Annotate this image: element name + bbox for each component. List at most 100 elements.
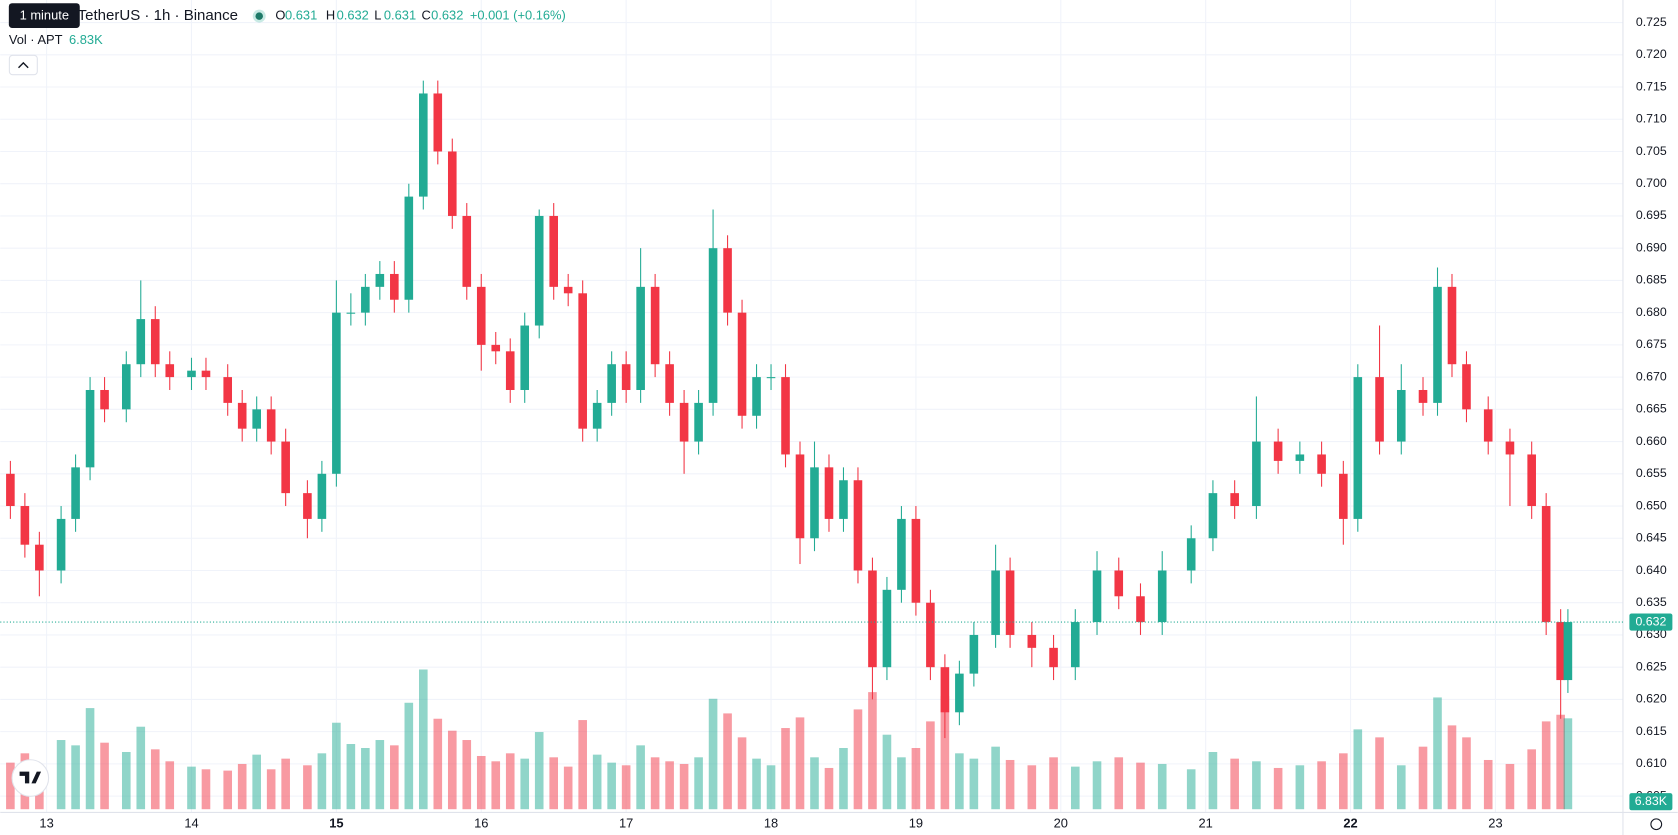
logo[interactable]	[11, 759, 50, 797]
volume-bar	[332, 722, 341, 810]
candle-body	[1005, 570, 1015, 635]
volume-bar	[433, 718, 443, 810]
candle-body	[940, 667, 950, 713]
candle-body	[1273, 441, 1283, 461]
candle-body	[303, 493, 312, 519]
volume-bar	[136, 726, 146, 810]
volume-bar	[955, 753, 964, 810]
candle-body	[1447, 286, 1457, 365]
volume-bar	[6, 762, 15, 810]
status-dot	[255, 12, 263, 20]
volume-bar	[839, 748, 848, 810]
candle-body	[1396, 389, 1406, 442]
volume-bar	[578, 720, 587, 810]
volume-bar	[1505, 763, 1515, 810]
x-tick-label: 16	[474, 816, 488, 831]
collapse-button[interactable]	[8, 54, 38, 76]
y-tick-label: 0.670	[1636, 369, 1667, 383]
candle-body	[839, 480, 848, 519]
candle-body	[100, 389, 109, 410]
volume-bar	[505, 753, 515, 810]
volume-bar	[165, 761, 175, 810]
candle-body	[1070, 622, 1080, 668]
y-tick-label: 0.625	[1636, 659, 1667, 673]
candle-body	[1418, 389, 1428, 403]
volume-bar	[1092, 761, 1102, 810]
volume-title: Vol · APT	[9, 32, 63, 47]
candle-body	[781, 377, 790, 455]
volume-bar	[969, 758, 979, 810]
volume-label-box	[1629, 793, 1673, 811]
candle-body	[708, 248, 718, 403]
candle-body	[281, 441, 290, 494]
candle-body	[665, 364, 674, 403]
volume-bar	[462, 740, 472, 810]
c-label: C	[422, 8, 431, 23]
candle-body	[549, 215, 558, 287]
x-tick-label: 17	[619, 816, 633, 831]
volume-bar	[781, 728, 790, 810]
volume-bar	[100, 742, 109, 810]
candle-body	[266, 409, 276, 442]
volume-bar	[723, 713, 732, 810]
candle-body	[1157, 570, 1167, 623]
volume-bar	[679, 763, 689, 810]
candle-body	[121, 364, 131, 410]
candle-body	[882, 589, 892, 668]
volume-bar	[868, 692, 877, 810]
candles	[6, 80, 1573, 739]
candle-body	[563, 286, 573, 294]
volume-bar	[375, 740, 385, 810]
candle-body	[868, 570, 877, 668]
candle-body	[969, 634, 979, 674]
symbol[interactable]: TetherUS · 1h · Binance	[78, 7, 238, 24]
candle-body	[71, 467, 80, 519]
volume-bar	[534, 732, 544, 810]
volume-bar	[447, 730, 457, 810]
y-tick-label: 0.635	[1636, 595, 1667, 609]
candle-body	[897, 518, 906, 590]
y-tick-label: 0.665	[1636, 402, 1667, 416]
candle-body	[650, 286, 660, 365]
candle-body	[447, 151, 457, 216]
candle-body	[694, 402, 703, 442]
y-tick-label: 0.725	[1636, 15, 1667, 29]
last-price-label: 0.632	[1635, 614, 1666, 628]
settings-icon[interactable]	[1650, 818, 1663, 831]
volume-bar	[636, 745, 645, 810]
candle-body	[1375, 377, 1384, 442]
y-tick-label: 0.715	[1636, 79, 1667, 93]
candle-body	[346, 312, 356, 314]
candle-body	[911, 518, 921, 603]
y-tick-label: 0.710	[1636, 112, 1667, 126]
candle-body	[1339, 473, 1348, 519]
volume-bar	[317, 753, 327, 810]
candle-body	[1136, 596, 1145, 623]
y-tick-label: 0.620	[1636, 692, 1667, 706]
o-value: 0.631	[285, 8, 317, 23]
caret-icon	[18, 61, 29, 69]
volume-bar	[824, 767, 834, 810]
candle-body	[824, 467, 834, 519]
volume-bar	[1295, 765, 1305, 810]
candle-body	[187, 370, 196, 378]
volume-bar	[1527, 749, 1536, 810]
candle-body	[1483, 409, 1493, 442]
candle-body	[390, 273, 399, 300]
candle-body	[505, 351, 515, 390]
candle-body	[1092, 570, 1102, 623]
volume-bar	[187, 766, 196, 810]
h-value: 0.632	[337, 8, 369, 23]
volume-bar	[361, 748, 370, 810]
candle-body	[20, 506, 30, 545]
volume-bar	[404, 702, 414, 810]
volume-bar	[121, 751, 131, 810]
volume-bar	[897, 757, 906, 810]
candle-body	[419, 93, 428, 197]
h-label: H	[326, 8, 335, 23]
volume-bar	[476, 755, 486, 810]
volume-bar	[1049, 757, 1058, 810]
y-tick-label: 0.675	[1636, 337, 1667, 351]
